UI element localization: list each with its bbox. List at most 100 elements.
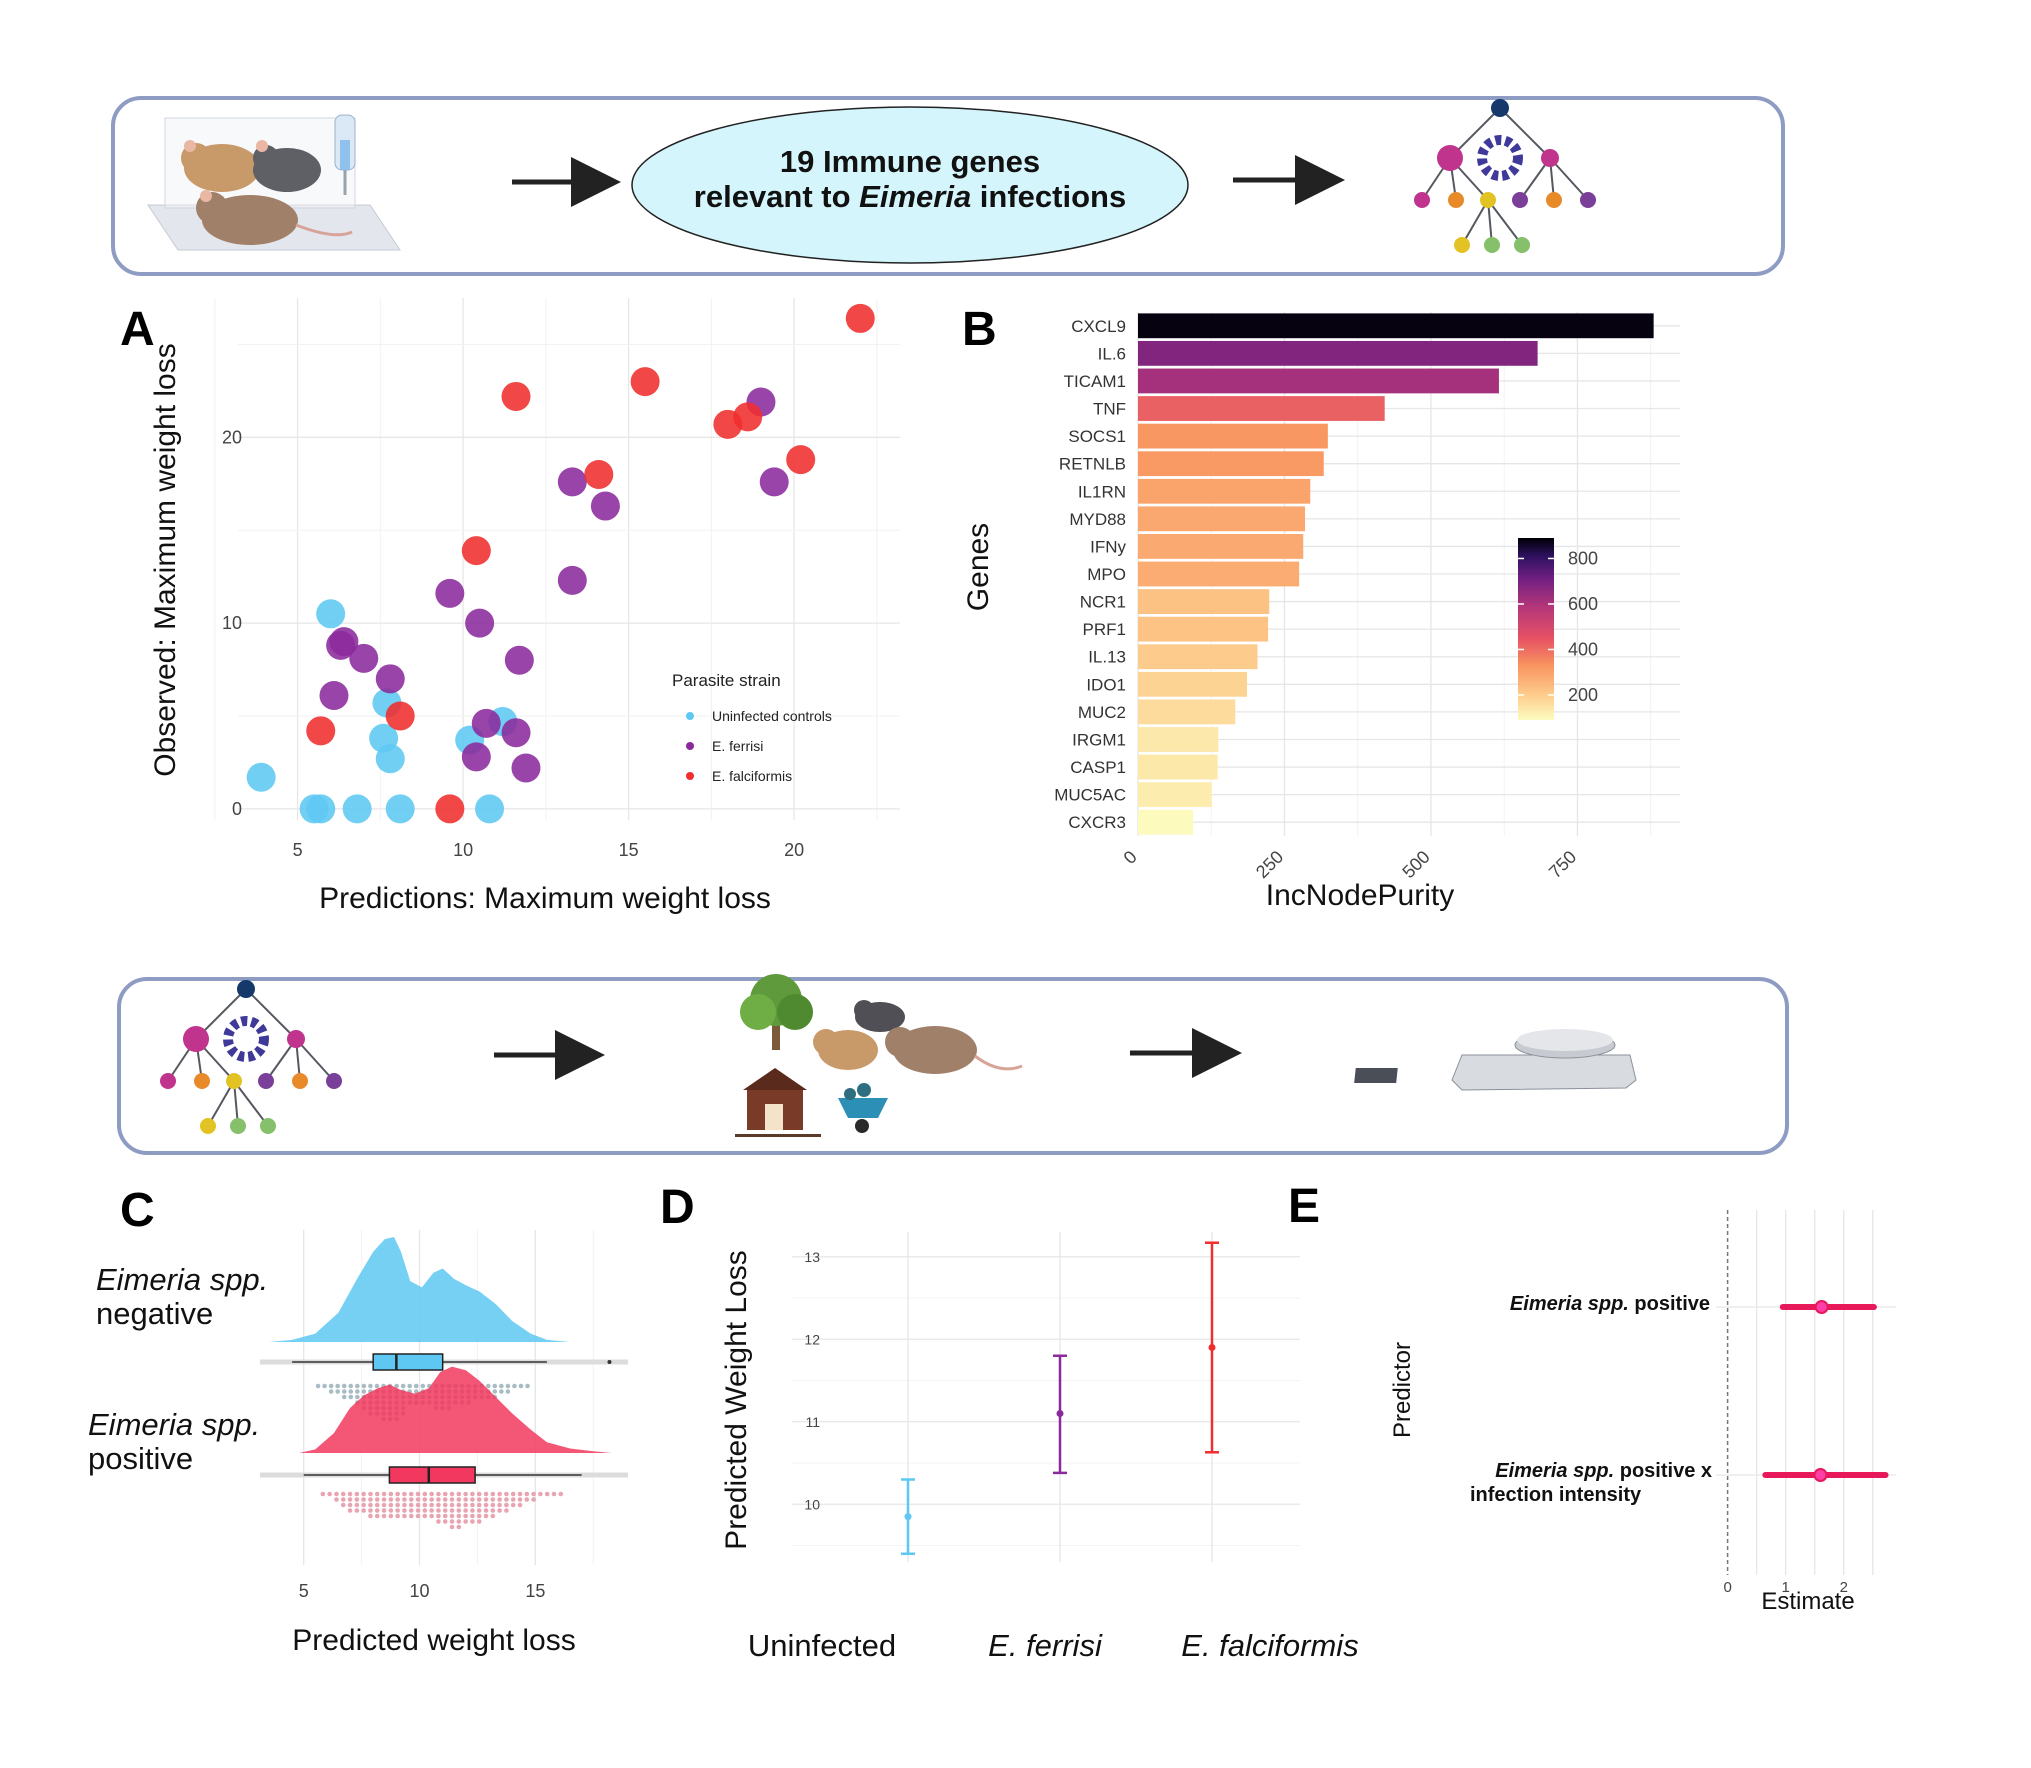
dot: [456, 1497, 462, 1502]
scatter-point: [435, 794, 465, 824]
dot: [463, 1508, 468, 1513]
scatter-point: [342, 794, 372, 824]
scatter-point: [385, 794, 415, 824]
x-tick-label: 750: [1545, 847, 1580, 882]
dot: [504, 1508, 509, 1513]
dot: [415, 1491, 421, 1497]
tree-node: [237, 980, 255, 998]
scatter-point: [845, 303, 875, 333]
tree-node: [258, 1073, 274, 1089]
dot: [422, 1497, 428, 1502]
scatter-point: [504, 645, 534, 675]
scatter-point: [385, 701, 415, 731]
tree-node: [1541, 149, 1559, 167]
colorbar-label: 800: [1568, 548, 1598, 568]
bar: [1138, 368, 1499, 394]
dot: [490, 1491, 496, 1497]
x-tick-label: 5: [299, 1581, 309, 1601]
dot: [531, 1491, 536, 1497]
legend-label-uninfected: Uninfected controls: [712, 708, 832, 724]
gear-hub: [1492, 150, 1508, 166]
gene-label: NCR1: [1080, 593, 1126, 612]
tree-edge: [295, 1038, 335, 1082]
dot: [420, 1383, 426, 1389]
dot: [368, 1491, 373, 1497]
box: [388, 1466, 476, 1484]
tree-node: [287, 1030, 305, 1048]
tree-edge: [1549, 157, 1589, 201]
dot: [476, 1513, 482, 1519]
x-tick-label: 5: [293, 840, 303, 860]
dot: [476, 1519, 482, 1524]
dot: [340, 1502, 346, 1508]
bar: [1138, 754, 1218, 780]
dot: [510, 1497, 516, 1502]
dot: [517, 1502, 523, 1508]
dot: [476, 1502, 482, 1508]
colorbar-gradient: [1518, 538, 1554, 720]
dot: [388, 1491, 394, 1497]
legend-marker-uninfected: [686, 712, 694, 720]
y-tick-label: 13: [804, 1249, 820, 1265]
dot: [442, 1508, 448, 1513]
scatter-point: [733, 402, 763, 432]
panel-e-coefficients: E 0 1 2 Eimeria spp. positive Eimeria spp.…: [1288, 1180, 1896, 1615]
scatter-point: [501, 381, 531, 411]
tree-edge: [1461, 199, 1489, 246]
dot: [470, 1502, 475, 1508]
dot: [504, 1497, 509, 1502]
bar: [1138, 671, 1247, 697]
dot: [436, 1508, 441, 1513]
dot: [361, 1497, 366, 1502]
dot: [340, 1497, 346, 1502]
dot: [436, 1502, 441, 1508]
dot: [348, 1383, 354, 1389]
scatter-point: [461, 536, 491, 566]
dot: [483, 1502, 489, 1508]
dot: [328, 1389, 334, 1394]
bar: [1138, 478, 1311, 504]
gene-label: PRF1: [1083, 620, 1126, 639]
dot: [415, 1502, 421, 1508]
plot-c-groups: [260, 1237, 628, 1530]
dot: [348, 1394, 354, 1400]
dot: [334, 1491, 339, 1497]
panel-a-scatter: A 5 10 15 20 0 10 20 Predictions: Maximum weig…: [120, 298, 900, 915]
dot: [525, 1383, 530, 1389]
point-estimate: [904, 1513, 912, 1521]
bar: [1138, 534, 1304, 559]
tree-edge: [207, 1080, 235, 1127]
dot: [510, 1491, 516, 1497]
dot: [442, 1502, 448, 1508]
dot: [476, 1508, 482, 1513]
x-tick-label: 2: [1840, 1579, 1848, 1596]
y-tick-label: 10: [804, 1496, 820, 1512]
workflow-bottom: [117, 974, 1789, 1155]
decision-tree-icon: [1414, 99, 1596, 253]
plot-a-x-axis-title: Predictions: Maximum weight loss: [319, 882, 771, 915]
dot: [558, 1491, 564, 1497]
dot: [510, 1502, 516, 1508]
scatter-point: [584, 459, 614, 489]
dot: [335, 1389, 340, 1394]
dot: [355, 1383, 360, 1389]
group-label-positive-em: Eimeria spp.: [88, 1407, 260, 1442]
dot: [381, 1508, 387, 1513]
dot: [381, 1491, 387, 1497]
scatter-point: [471, 708, 501, 738]
dot: [361, 1502, 366, 1508]
dot: [402, 1513, 407, 1519]
dot: [347, 1491, 353, 1497]
plot-b-y-axis-title: Genes: [962, 523, 995, 611]
tree-node: [326, 1073, 342, 1089]
predictor-label-2: Eimeria spp. positive x: [1495, 1460, 1712, 1482]
dot: [518, 1383, 524, 1389]
panel-c-raincloud: C 5 10 15 Eimeria spp. negative Eimeria sp…: [88, 1184, 628, 1657]
plot-a-ticks: 5 10 15 20 0 10 20: [222, 427, 804, 860]
ellipse-line-2: relevant to Eimeria infections: [694, 179, 1126, 214]
category-label: E. ferrisi: [988, 1628, 1103, 1663]
legend-title: Parasite strain: [672, 671, 781, 690]
gene-label: MUC5AC: [1054, 786, 1126, 805]
scatter-point: [349, 643, 379, 673]
